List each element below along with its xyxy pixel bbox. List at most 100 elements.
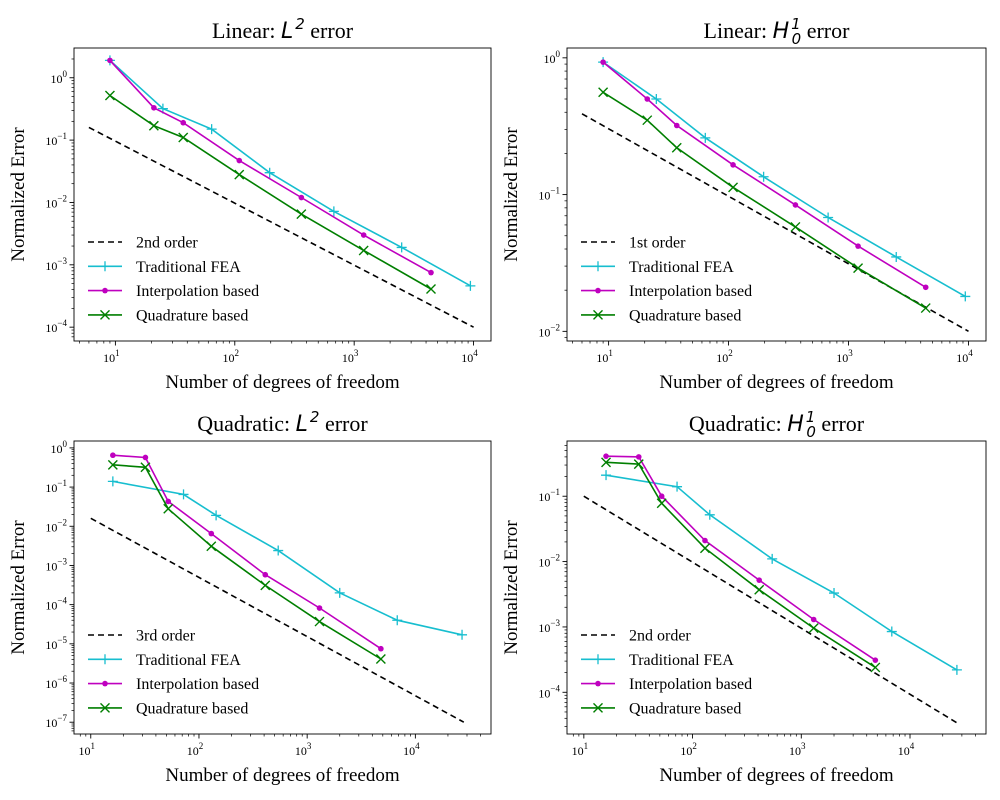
panel-3-legend: 3rd order Traditional FEA Interpolation ba… <box>88 628 259 717</box>
panel-1-title-math: L <box>281 19 293 44</box>
panel-4-legend-label-quadrature: Quadrature based <box>629 700 741 717</box>
panel-1-series-traditional-point <box>465 280 476 291</box>
panel-4-legend-marker-traditional <box>593 654 603 665</box>
panel-3-frame <box>73 440 492 735</box>
panel-2-title-prefix: Linear: <box>704 18 773 43</box>
panel-1-title-sup: 2 <box>295 15 305 33</box>
panel-3-series-traditional-point <box>178 489 189 500</box>
panel-2-x-tick-label-0: 101 <box>596 348 613 365</box>
panel-1-legend-marker-traditional <box>100 261 110 272</box>
panel-3-title-sup: 2 <box>310 408 320 426</box>
panel-3-series-quadrature-point <box>260 580 271 591</box>
panel-4-series-quadrature-point <box>754 584 765 595</box>
panel-4-series-interpolation-point <box>702 537 708 544</box>
panel-3-x-tick-label-3: 104 <box>403 741 420 758</box>
panel-2-legend-label-quadrature: Quadrature based <box>629 307 741 324</box>
panel-4-title-math: H <box>787 412 804 437</box>
panel-1-series-interpolation-point <box>180 119 187 126</box>
panel-4-title-sub: 0 <box>806 423 816 441</box>
panel-2-legend: 1st order Traditional FEA Interpolation ba… <box>581 235 752 324</box>
panel-1-y-tick-label-2: 10−2 <box>45 193 67 210</box>
panel-2-x-tick-label-1: 102 <box>716 348 733 365</box>
panel-2-legend-label-traditional: Traditional FEA <box>629 259 734 276</box>
panel-4-title-sup: 1 <box>806 408 816 426</box>
panel-3-series-interpolation-point <box>165 498 172 505</box>
panel-4-series-quadrature-point <box>699 543 710 554</box>
panel-3-y-tick-label-3: 10−4 <box>45 596 67 613</box>
panel-2-y-tick-label-1: 10−1 <box>538 186 560 203</box>
panel-1-series-quadrature-point <box>296 209 307 220</box>
panel-2-series-interpolation-point <box>644 96 651 102</box>
panel-3-ylabel: Normalized Error <box>8 520 29 655</box>
panel-2-legend-marker-traditional <box>593 261 603 272</box>
panel-1-xlabel: Number of degrees of freedom <box>165 372 399 393</box>
panel-2-series-interpolation-point <box>600 59 606 65</box>
panel-2-series-traditional-point <box>960 291 971 302</box>
panel-1-series-traditional-line <box>109 59 471 287</box>
panel-1-series-quadrature-point <box>148 120 159 131</box>
panel-2-legend-label-interpolation: Interpolation based <box>629 283 752 300</box>
panel-2-plot-area <box>581 57 971 332</box>
panel-4-frame <box>566 440 987 735</box>
panel-1-series-traditional-point <box>206 124 217 135</box>
panel-1-legend-label-quadrature: Quadrature based <box>136 307 248 324</box>
panel-3-series-quadrature-point <box>163 503 174 514</box>
panel-4-title-suffix: error <box>816 411 865 436</box>
panel-4-series-interpolation-point <box>603 453 609 459</box>
panel-3-y-tick-label-0: 10−7 <box>45 713 67 730</box>
panel-2-legend-label-reference: 1st order <box>629 235 686 252</box>
panel-1-series-traditional-point <box>264 167 275 178</box>
panel-2-series-traditional-point <box>700 132 711 143</box>
panel-4-legend-marker-quadrature <box>593 702 603 713</box>
panel-1-series-interpolation-point <box>107 57 113 64</box>
panel-1-title-prefix: Linear: <box>212 18 281 43</box>
panel-4-xlabel: Number of degrees of freedom <box>659 765 893 786</box>
panel-1-series-quadrature-point <box>358 245 369 256</box>
panel-1-series-traditional-point <box>328 206 339 217</box>
panel-3-series-traditional-point <box>457 629 468 640</box>
panel-3-title-prefix: Quadratic: <box>197 411 295 436</box>
panel-4-series-quadrature-point <box>870 662 881 673</box>
panel-1-series-interpolation-point <box>151 104 157 111</box>
panel-1-legend-marker-quadrature <box>100 309 110 320</box>
panel-1-y-tick-label-0: 10−4 <box>45 318 67 335</box>
panel-1-ylabel: Normalized Error <box>8 127 29 262</box>
panel-3-legend-marker-interpolation <box>102 680 108 687</box>
panel-1-series-interpolation-point <box>360 232 367 238</box>
panel-2-series-interpolation-point <box>855 243 861 249</box>
panel-2-title-math: H <box>773 19 790 44</box>
panel-3-legend-marker-quadrature <box>100 702 110 713</box>
panel-1-x-tick-label-0: 101 <box>103 348 120 365</box>
panel-4-series-interpolation-point <box>658 493 665 500</box>
panel-1-plot-area <box>88 55 476 328</box>
panel-3-legend-label-traditional: Traditional FEA <box>136 652 241 669</box>
panel-4-series-quadrature-point <box>633 459 644 470</box>
panel-2-legend-marker-interpolation <box>595 287 601 294</box>
panel-1-series-reference-line <box>88 126 474 328</box>
panel-4-series-traditional-point <box>767 553 778 564</box>
panel-2-y-tick-label-0: 10−2 <box>538 322 560 339</box>
panel-2-series-traditional-point <box>758 171 769 182</box>
panel-3-x-tick-label-0: 101 <box>79 741 96 758</box>
panel-3-series-quadrature-point <box>375 654 386 664</box>
panel-4-x-tick-label-3: 104 <box>898 741 915 758</box>
panel-1-series-quadrature-point <box>426 283 436 294</box>
panel-3-y-tick-label-1: 10−6 <box>45 674 67 691</box>
panel-3-y-tick-label-6: 10−1 <box>45 478 67 495</box>
panel-2-series-quadrature-point <box>853 263 864 274</box>
panel-4-x-tick-label-2: 103 <box>789 741 806 758</box>
panel-3-y-tick-label-5: 10−2 <box>45 517 67 534</box>
panel-1-series-quadrature-point <box>234 169 245 180</box>
panel-4-legend-label-interpolation: Interpolation based <box>629 676 752 693</box>
panel-4-x-tick-label-0: 101 <box>572 741 589 758</box>
panel-3-x-tick-label-2: 103 <box>295 741 312 758</box>
panel-1-legend: 2nd order Traditional FEA Interpolation ba… <box>88 235 259 324</box>
panel-2-title-suffix: error <box>801 18 850 43</box>
panel-2-series-quadrature-point <box>728 182 739 193</box>
panel-3-series-traditional-point <box>334 587 345 598</box>
